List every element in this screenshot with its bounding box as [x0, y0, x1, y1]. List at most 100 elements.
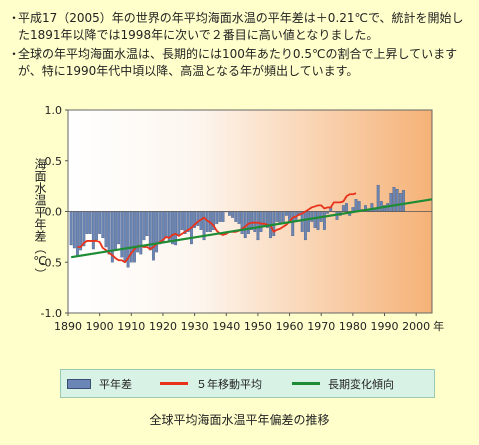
note-item: ・ 平成17（2005）年の世界の年平均海面水温の平年差は＋0.21℃で、統計を… [8, 10, 473, 44]
x-tick-label: 1910 [117, 320, 145, 333]
bar-1971 [322, 211, 326, 230]
bar-1900 [98, 211, 102, 234]
bar-1996 [402, 190, 405, 212]
moving-average-line [77, 192, 357, 264]
bar-1891 [69, 211, 73, 246]
bar-1911 [133, 211, 136, 263]
note-item: ・ 全球の年平均海面水温は、長期的には100年あたり0.5℃の割合で上昇していま… [8, 46, 473, 80]
bar-1905 [114, 211, 117, 251]
legend: 平年差 ５年移動平均 長期変化傾向 [60, 369, 435, 398]
bar-1950 [256, 211, 260, 241]
y-axis: 1.0 0.5 0.0 -0.5 -1.0 [41, 104, 68, 320]
line-series [68, 192, 433, 264]
bar-1892 [72, 211, 76, 249]
legend-label-ma: ５年移動平均 [196, 377, 262, 391]
bar-1938 [218, 211, 222, 222]
x-axis-unit: 年 [433, 319, 444, 333]
bar-1908 [123, 211, 127, 263]
bar-1957 [278, 211, 282, 224]
bar-series [69, 184, 405, 268]
x-tick-label: 1960 [276, 320, 304, 333]
x-tick-label: 1940 [212, 320, 240, 333]
bar-1966 [307, 211, 310, 232]
bar-1967 [310, 211, 314, 222]
legend-swatch-trend [292, 382, 320, 385]
bar-1902 [104, 211, 108, 248]
bar-1939 [221, 211, 225, 222]
note-bullet: ・ [8, 47, 21, 61]
bar-1906 [117, 211, 121, 245]
bar-1943 [234, 211, 238, 222]
bar-1901 [101, 211, 105, 239]
bar-1992 [389, 193, 393, 212]
notes: ・ 平成17（2005）年の世界の年平均海面水温の平年差は＋0.21℃で、統計を… [8, 10, 473, 82]
bar-1897 [88, 211, 92, 234]
bar-1893 [76, 211, 79, 256]
bar-1994 [395, 189, 399, 212]
bar-1925 [177, 211, 181, 237]
bar-1921 [164, 211, 168, 239]
bar-1977 [341, 205, 345, 212]
bar-1995 [398, 193, 402, 212]
bar-1956 [275, 211, 279, 222]
trend-line [70, 198, 433, 259]
x-tick-label: 1950 [244, 320, 272, 333]
x-tick-label: 1930 [181, 320, 209, 333]
bar-1944 [237, 211, 241, 224]
bar-1951 [259, 211, 263, 232]
bar-1907 [120, 211, 124, 258]
x-axis: 1890 1900 1910 1920 1930 1940 1950 1960 1970 1980… [54, 313, 444, 333]
y-tick-label: 1.0 [45, 104, 63, 117]
legend-item-bar: 平年差 [67, 376, 132, 392]
bar-1961 [291, 211, 295, 237]
bar-1942 [231, 211, 235, 218]
bar-1913 [139, 211, 143, 255]
bar-1898 [91, 211, 95, 250]
y-tick-label: -0.5 [41, 256, 62, 269]
sst-anomaly-chart: 1.00.50.0-0.5-1.0 1890 1900 1910 1920 1930 19… [33, 104, 444, 333]
bar-1965 [303, 211, 307, 241]
x-tick-label: 1990 [371, 320, 399, 333]
x-tick-label: 1900 [86, 320, 114, 333]
legend-label-trend: 長期変化傾向 [328, 377, 394, 391]
legend-swatch-ma [160, 382, 188, 385]
note-bullet: ・ [8, 11, 21, 25]
bar-1895 [82, 211, 86, 247]
bar-1959 [284, 211, 288, 216]
legend-item-trend: 長期変化傾向 [292, 376, 394, 392]
bar-1978 [345, 203, 348, 212]
bar-1896 [85, 211, 89, 234]
bar-1968 [313, 211, 317, 228]
bar-1923 [171, 211, 174, 245]
bar-1937 [215, 211, 219, 224]
note-text: 平成17（2005）年の世界の年平均海面水温の平年差は＋0.21℃で、統計を開始… [18, 11, 464, 42]
bar-1986 [370, 203, 374, 212]
bar-1915 [145, 211, 149, 237]
note-text: 全球の年平均海面水温は、長期的には100年あたり0.5℃の割合で上昇していますが… [18, 47, 458, 78]
x-tick-label: 1920 [149, 320, 177, 333]
y-tick-label: -1.0 [41, 307, 62, 320]
bar-1969 [316, 211, 320, 230]
x-tick-label: 1970 [307, 320, 335, 333]
bar-1919 [158, 211, 162, 245]
bar-1914 [142, 211, 146, 241]
bar-1920 [161, 211, 165, 243]
bar-1958 [281, 211, 285, 222]
legend-item-ma: ５年移動平均 [160, 376, 262, 392]
chart-caption: 全球平均海面水温平年偏差の推移 [149, 413, 330, 427]
bar-1903 [107, 211, 111, 255]
x-tick-label: 1980 [339, 320, 367, 333]
bar-1993 [392, 186, 396, 212]
x-tick-label: 2000 [402, 320, 430, 333]
legend-label-bar: 平年差 [99, 377, 132, 391]
bar-1917 [152, 211, 155, 261]
bar-1926 [180, 211, 184, 230]
y-tick-label: 0.0 [45, 206, 63, 219]
bar-1894 [79, 211, 83, 251]
legend-swatch-bar [67, 378, 91, 389]
bar-1981 [354, 199, 358, 212]
bar-1899 [95, 211, 98, 241]
bar-1941 [228, 211, 231, 216]
y-tick-label: 0.5 [45, 155, 63, 168]
y-axis-label: 海面水温平年差（℃） [33, 157, 47, 280]
